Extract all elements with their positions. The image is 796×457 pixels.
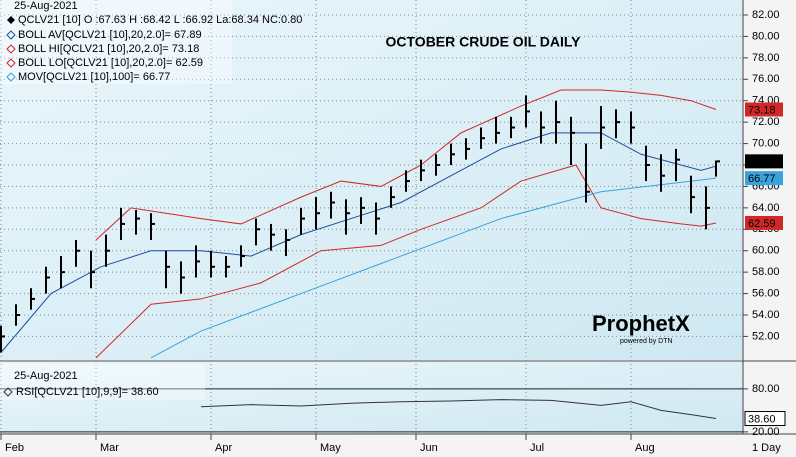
indicator-line [95, 164, 717, 359]
watermark-sub: powered by DTN [620, 338, 673, 345]
x-tick-label: Aug [635, 442, 655, 454]
legend-bg [0, 364, 205, 400]
x-tick-label: Jun [420, 442, 438, 454]
interval-label: 1 Day [752, 442, 781, 454]
legend-marker [6, 44, 16, 54]
legend-entry: RSI[QCLV21 [10],9,9]= 38.60 [16, 386, 159, 398]
legend-entry: BOLL LO[QCLV21 [10],20,2.0]= 62.59 [18, 57, 203, 69]
legend-bg [0, 0, 232, 84]
y-tick-label: 82.00 [752, 9, 780, 21]
plot-area [0, 0, 743, 360]
value-box [745, 154, 783, 169]
value-box-label: 66.77 [748, 173, 776, 185]
indicator-line [95, 89, 717, 241]
legend-entry: QCLV21 [10] O :67.63 H :68.42 L :66.92 L… [18, 14, 302, 26]
legend-marker [7, 16, 15, 24]
y-tick-label: 70.00 [752, 137, 780, 149]
legend-marker [6, 72, 16, 82]
x-tick-label: Apr [215, 442, 232, 454]
chart-title: OCTOBER CRUDE OIL DAILY [386, 34, 582, 50]
date-label: 25-Aug-2021 [14, 0, 78, 12]
y-tick-label: 60.00 [752, 245, 780, 257]
legend-entry: MOV[QCLV21 [10],100]= 66.77 [18, 71, 170, 83]
x-tick-label: Mar [100, 442, 119, 454]
x-tick-label: Feb [5, 442, 24, 454]
y-tick-label: 20.00 [752, 426, 780, 438]
x-tick-label: May [320, 442, 341, 454]
value-box-label: 73.18 [748, 104, 776, 116]
legend-entry: BOLL HI[QCLV21 [10],20,2.0]= 73.18 [18, 43, 199, 55]
rsi-area [0, 362, 743, 434]
rsi-line [200, 399, 717, 420]
legend-entry: BOLL AV[QCLV21 [10],20,2.0]= 67.89 [18, 29, 202, 41]
y-tick-label: 54.00 [752, 309, 780, 321]
legend-marker [3, 387, 13, 397]
date-label: 25-Aug-2021 [14, 370, 78, 382]
y-tick-label: 52.00 [752, 330, 780, 342]
indicator-line [150, 177, 717, 359]
value-box [744, 411, 786, 427]
legend-marker [6, 58, 16, 68]
value-box-label: 62.59 [748, 218, 776, 230]
watermark: ProphetX [592, 311, 690, 336]
y-tick-label: 80.00 [752, 383, 780, 395]
y-tick-label: 76.00 [752, 73, 780, 85]
legend-marker [6, 30, 16, 40]
y-tick-label: 58.00 [752, 266, 780, 278]
y-tick-label: 72.00 [752, 116, 780, 128]
x-tick-label: Jul [530, 442, 544, 454]
value-box [745, 102, 783, 117]
value-box-label: 38.60 [748, 413, 776, 425]
value-box-label: 68.34 [748, 156, 776, 168]
y-tick-label: 56.00 [752, 287, 780, 299]
y-tick-label: 78.00 [752, 52, 780, 64]
y-tick-label: 80.00 [752, 30, 780, 42]
value-box [745, 171, 783, 186]
y-tick-label: 64.00 [752, 202, 780, 214]
value-box [745, 215, 783, 230]
x-axis-area [0, 434, 743, 457]
